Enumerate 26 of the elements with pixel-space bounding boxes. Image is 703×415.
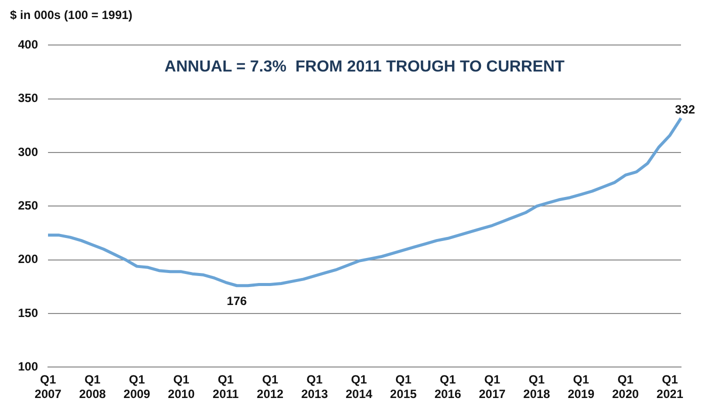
x-tick-label: Q1 2021: [656, 372, 684, 402]
y-tick-label: 250: [18, 198, 38, 213]
x-tick-label: Q1 2017: [478, 372, 506, 402]
y-tick-label: 300: [18, 144, 38, 159]
x-tick-label: Q1 2014: [346, 372, 373, 402]
x-tick-label: Q1 2007: [34, 372, 62, 402]
y-tick-label: 150: [18, 306, 38, 320]
x-tick-label: Q1 2011: [212, 372, 240, 402]
y-tick-label: 400: [18, 38, 38, 52]
data-label: 176: [226, 294, 248, 308]
data-label: 332: [675, 102, 696, 116]
x-tick-label: Q1 2018: [523, 372, 550, 402]
x-tick-label: Q1 2020: [612, 372, 640, 402]
x-tick-label: Q1 2019: [568, 372, 595, 402]
x-tick-label: Q1 2012: [256, 372, 284, 402]
y-tick-label: 100: [18, 360, 38, 374]
x-tick-label: Q1 2013: [301, 372, 328, 402]
y-tick-label: 200: [18, 252, 38, 266]
x-tick-label: Q1 2009: [124, 372, 151, 402]
x-tick-label: Q1 2015: [390, 372, 418, 402]
x-tick-label: Q1 2010: [168, 372, 195, 402]
annotation: ANNUAL = 7.3% FROM 2011 TROUGH TO CURRENT: [164, 58, 565, 76]
y-axis-title: $ in 000s (100 = 1991): [9, 8, 134, 24]
x-tick-label: Q1 2016: [434, 372, 462, 402]
y-tick-label: 350: [18, 91, 38, 106]
x-tick-label: Q1 2008: [79, 372, 106, 402]
